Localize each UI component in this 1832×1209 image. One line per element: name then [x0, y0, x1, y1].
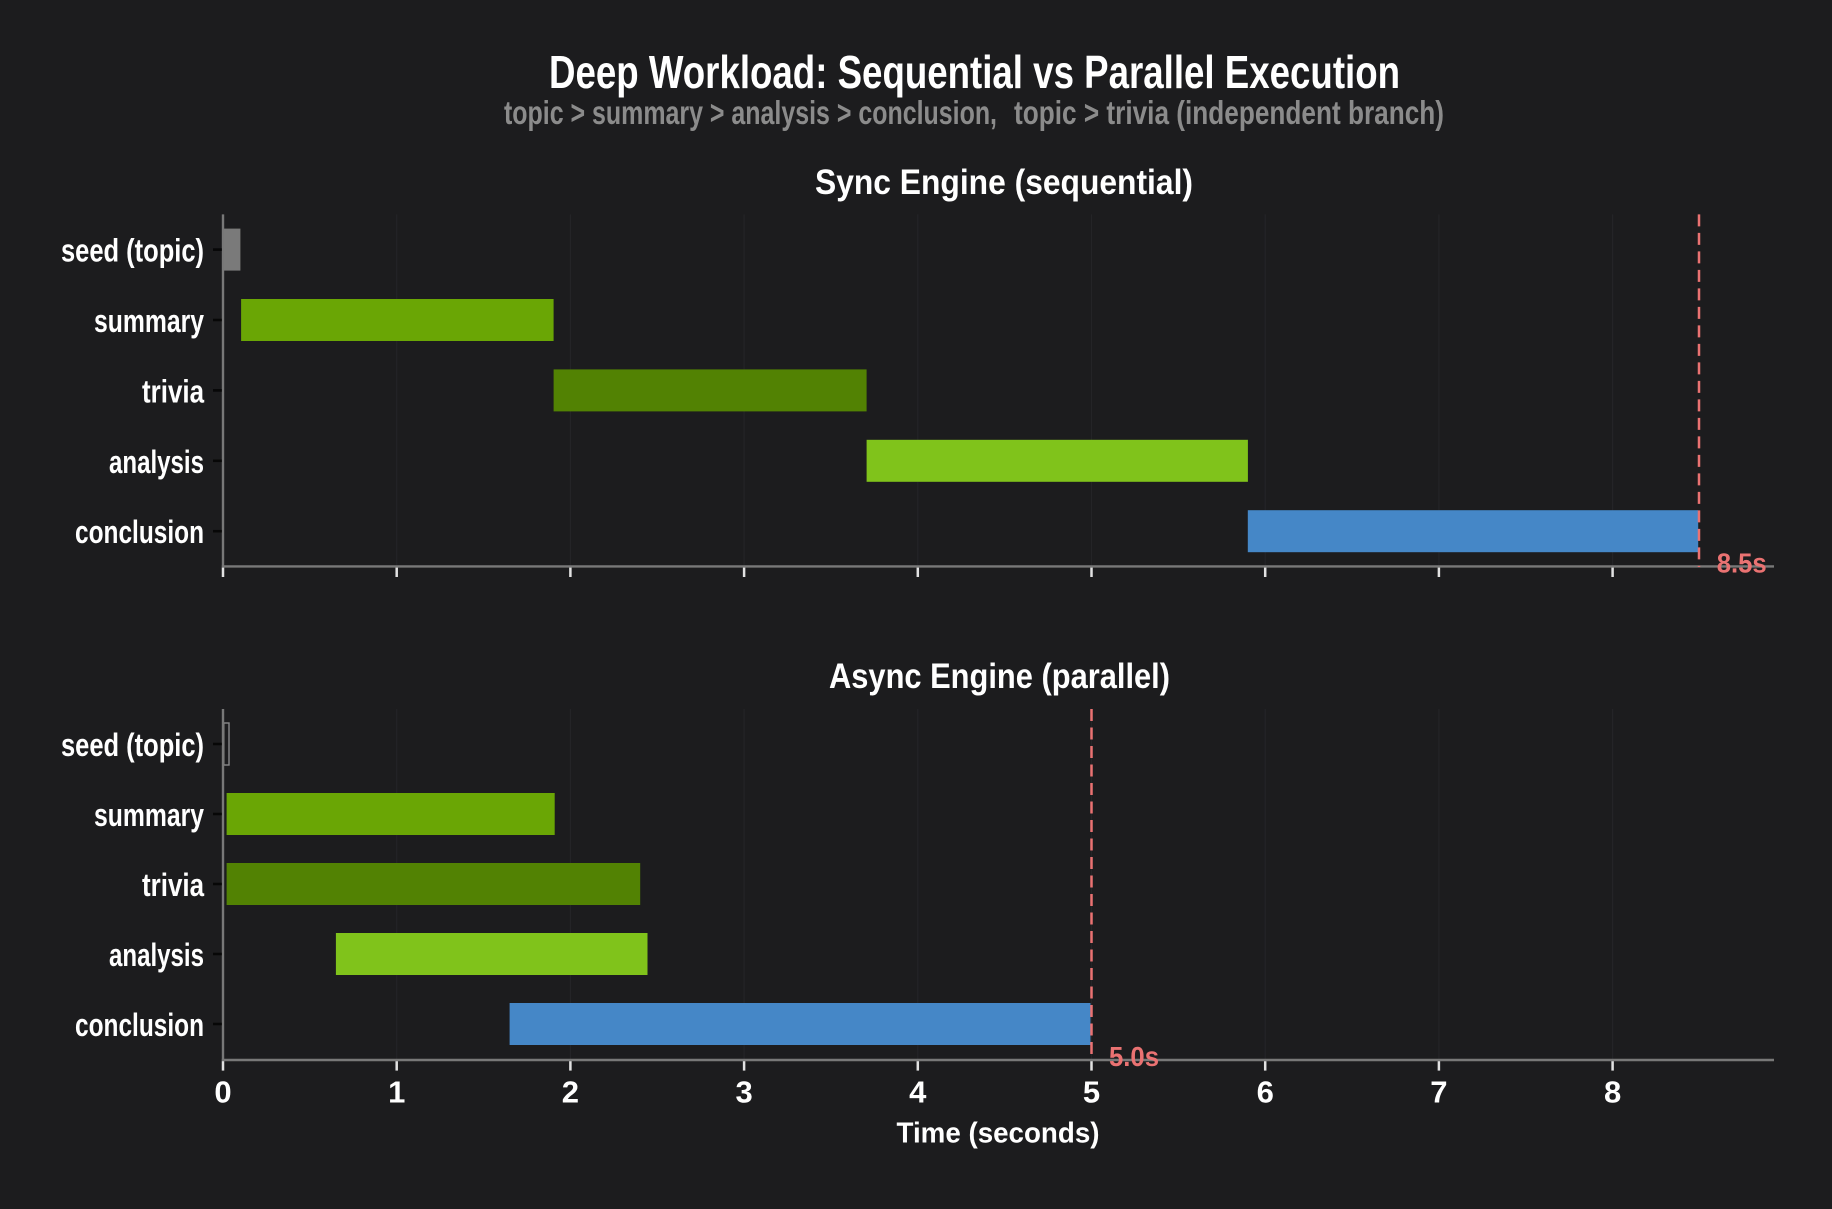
svg-text:Sync Engine (sequential): Sync Engine (sequential) — [815, 163, 1193, 202]
svg-text:summary: summary — [94, 797, 204, 833]
svg-text:8: 8 — [1604, 1075, 1621, 1110]
svg-text:5: 5 — [1083, 1075, 1100, 1110]
svg-text:seed (topic): seed (topic) — [61, 233, 204, 269]
svg-text:summary: summary — [94, 303, 204, 339]
svg-text:conclusion: conclusion — [75, 514, 204, 550]
svg-text:8.5s: 8.5s — [1717, 548, 1767, 579]
svg-text:6: 6 — [1257, 1075, 1274, 1110]
svg-text:3: 3 — [735, 1075, 752, 1110]
svg-text:analysis: analysis — [109, 937, 204, 973]
svg-text:analysis: analysis — [109, 444, 204, 480]
svg-text:4: 4 — [909, 1075, 927, 1110]
svg-text:Time (seconds): Time (seconds) — [897, 1118, 1100, 1150]
svg-text:topic > trivia (independent br: topic > trivia (independent branch) — [1014, 94, 1444, 131]
svg-text:Async Engine (parallel): Async Engine (parallel) — [829, 657, 1170, 696]
svg-text:0: 0 — [214, 1075, 231, 1110]
svg-text:trivia: trivia — [142, 867, 204, 903]
svg-text:5.0s: 5.0s — [1109, 1041, 1159, 1072]
svg-text:trivia: trivia — [142, 373, 204, 409]
svg-text:seed (topic): seed (topic) — [61, 727, 204, 763]
svg-text:7: 7 — [1430, 1075, 1447, 1110]
svg-text:conclusion: conclusion — [75, 1007, 204, 1043]
svg-text:1: 1 — [388, 1075, 405, 1110]
svg-text:topic > summary > analysis > c: topic > summary > analysis > conclusion, — [504, 94, 997, 131]
svg-text:Deep Workload: Sequential vs P: Deep Workload: Sequential vs Parallel Ex… — [549, 46, 1400, 98]
svg-text:2: 2 — [562, 1075, 579, 1110]
